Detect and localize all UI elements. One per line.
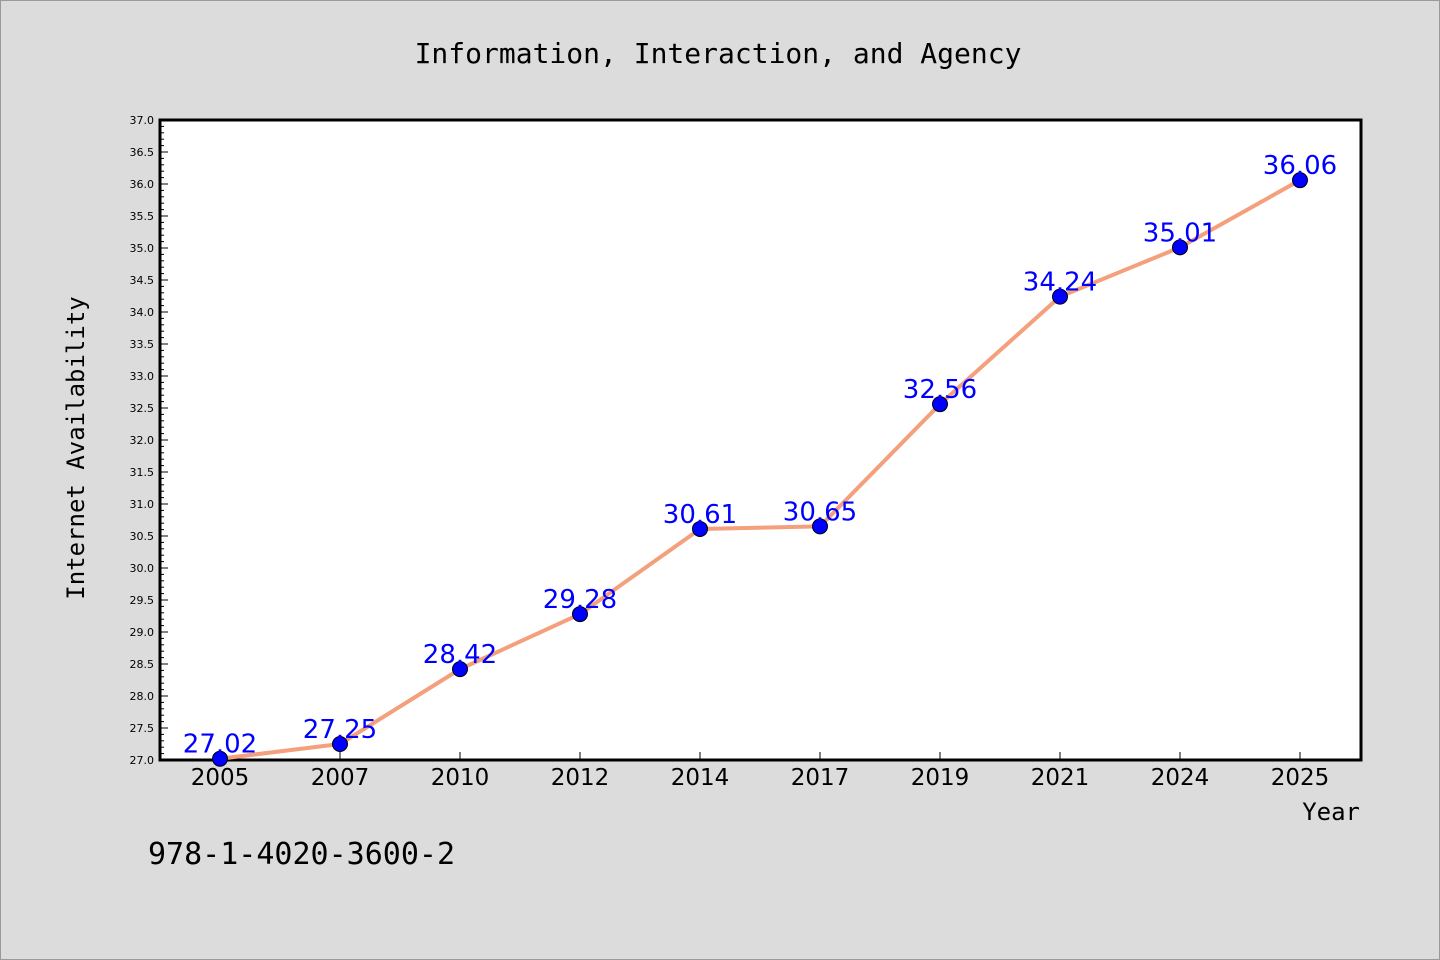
data-label: 36.06 xyxy=(1263,151,1337,181)
y-tick-label: 34.5 xyxy=(130,274,155,287)
series-group: 27.02 27.25 28.42 29.28 30.61 30.65 32.56 34.24… xyxy=(183,151,1337,767)
data-label: 32.56 xyxy=(903,375,977,405)
data-label: 27.25 xyxy=(303,715,377,745)
x-tick-label: 2012 xyxy=(551,765,610,791)
y-tick-label: 32.0 xyxy=(130,434,155,447)
x-tick-label: 2024 xyxy=(1151,765,1210,791)
y-tick-label: 33.0 xyxy=(130,370,155,383)
data-label: 30.65 xyxy=(783,497,857,527)
data-point xyxy=(572,606,588,623)
y-tick-label: 31.5 xyxy=(130,466,155,479)
data-label: 35.01 xyxy=(1143,218,1217,248)
data-point xyxy=(932,396,948,413)
x-axis-label: Year xyxy=(1302,798,1360,826)
x-tick-label: 2007 xyxy=(311,765,370,791)
x-tick-label: 2017 xyxy=(791,765,850,791)
data-point xyxy=(332,736,348,752)
y-tick-label: 29.5 xyxy=(130,594,155,607)
y-tick-label: 28.0 xyxy=(130,690,155,703)
plot-area xyxy=(158,118,1363,762)
data-label: 30.61 xyxy=(663,500,737,530)
y-tick-label: 36.5 xyxy=(130,146,155,159)
x-tick-label: 2021 xyxy=(1031,765,1090,791)
y-tick-label: 29.0 xyxy=(130,626,155,639)
y-tick-label: 34.0 xyxy=(130,306,155,319)
x-tick-label: 2014 xyxy=(671,765,730,791)
data-point xyxy=(812,518,828,535)
y-tick-label: 31.0 xyxy=(130,498,155,511)
y-tick-label: 37.0 xyxy=(130,114,155,127)
y-tick-label: 28.5 xyxy=(130,658,155,671)
x-tick-label: 2019 xyxy=(911,765,970,791)
data-point xyxy=(692,520,708,537)
x-tick-label: 2025 xyxy=(1271,765,1330,791)
y-tick-label: 27.5 xyxy=(130,722,155,735)
data-point xyxy=(452,661,468,678)
data-point xyxy=(1292,172,1308,189)
x-tick-label: 2010 xyxy=(431,765,490,791)
data-point xyxy=(1052,288,1068,305)
isbn-text: 978-1-4020-3600-2 xyxy=(148,837,455,872)
data-point xyxy=(1172,239,1188,256)
data-point xyxy=(212,750,228,767)
y-axis-label: Internet Availability xyxy=(62,296,90,599)
y-axis: 27.0 27.5 28.0 28.5 29.0 29.5 30.0 30.5 31.0 31.5… xyxy=(130,114,168,767)
y-tick-label: 27.0 xyxy=(130,754,155,767)
y-tick-label: 35.5 xyxy=(130,210,155,223)
x-tick-label: 2005 xyxy=(191,765,250,791)
data-label: 27.02 xyxy=(183,730,257,760)
y-tick-label: 33.5 xyxy=(130,338,155,351)
data-label: 28.42 xyxy=(423,640,497,670)
y-tick-label: 30.0 xyxy=(130,562,155,575)
y-tick-label: 32.5 xyxy=(130,402,155,415)
y-tick-label: 36.0 xyxy=(130,178,155,191)
chart-title: Information, Interaction, and Agency xyxy=(415,37,1022,70)
y-tick-label: 35.0 xyxy=(130,242,155,255)
series-line xyxy=(219,178,1301,761)
data-label: 34.24 xyxy=(1023,268,1097,298)
data-label: 29.28 xyxy=(543,585,617,615)
y-tick-label: 30.5 xyxy=(130,530,155,543)
